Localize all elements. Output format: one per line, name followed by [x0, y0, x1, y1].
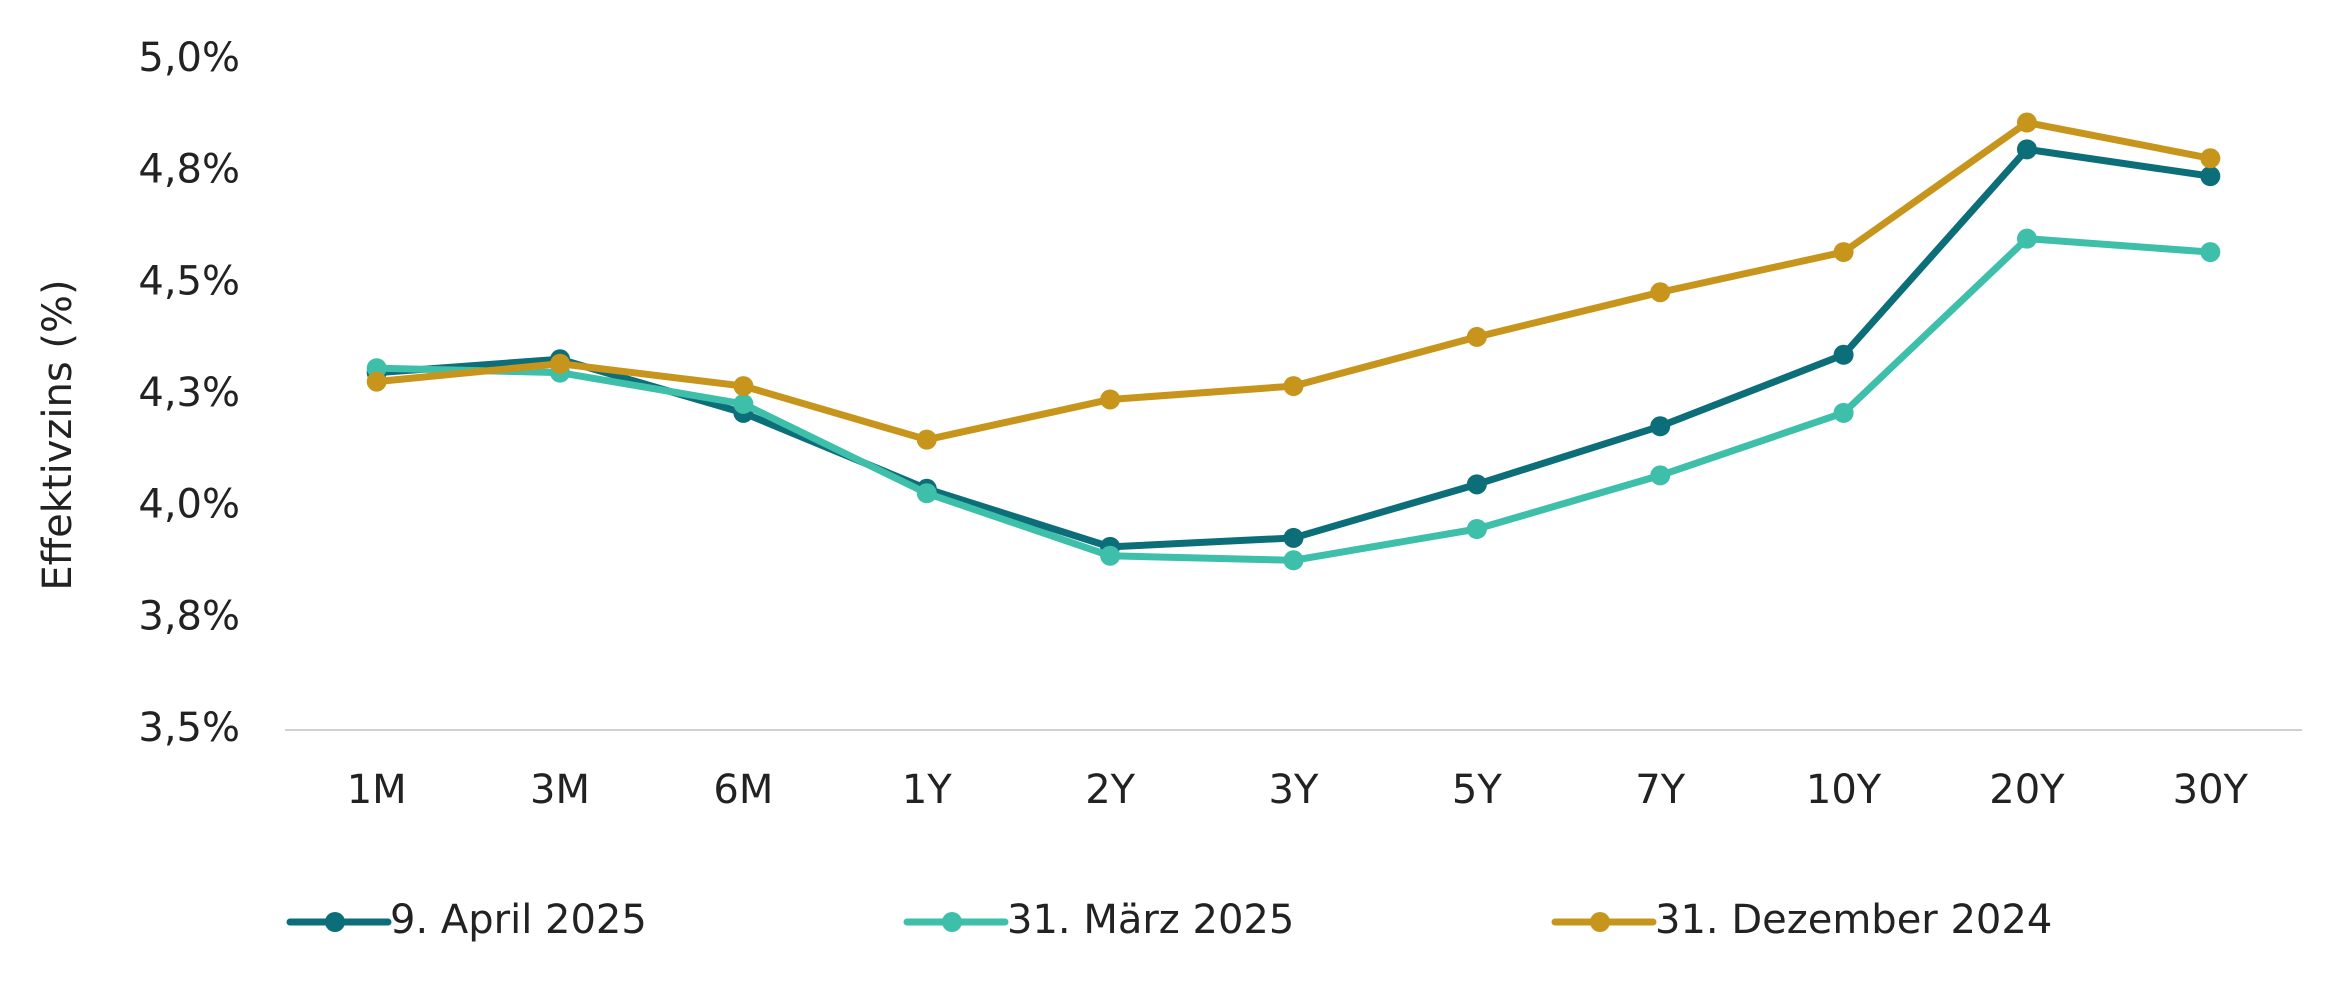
x-tick-label: 6M — [713, 767, 773, 813]
data-point — [916, 429, 937, 450]
legend-label: 9. April 2025 — [390, 897, 647, 943]
data-point — [1283, 550, 1304, 571]
data-point — [1100, 389, 1121, 410]
x-tick-label: 3Y — [1269, 767, 1319, 813]
data-point — [1650, 465, 1671, 486]
data-point — [1466, 519, 1487, 539]
x-tick-label: 5Y — [1452, 767, 1502, 813]
x-tick-label: 1M — [347, 767, 407, 813]
y-tick-label: 3,5% — [138, 705, 240, 751]
data-point — [2200, 242, 2221, 263]
series-line — [376, 235, 2211, 564]
data-point — [1650, 416, 1671, 437]
data-point — [2016, 228, 2037, 249]
y-tick-label: 4,3% — [138, 370, 240, 416]
data-point — [1650, 282, 1671, 303]
data-point — [1833, 344, 1854, 365]
y-tick-label: 4,5% — [138, 258, 240, 304]
data-point — [1100, 545, 1121, 566]
y-tick-label: 3,8% — [138, 593, 240, 639]
x-tick-label: 7Y — [1635, 767, 1685, 813]
x-tick-label: 3M — [530, 767, 590, 813]
data-point — [1833, 242, 1854, 263]
data-point — [1833, 402, 1854, 423]
legend-label: 31. Dezember 2024 — [1655, 897, 2052, 943]
x-tick-label: 10Y — [1806, 767, 1882, 813]
data-point — [550, 353, 571, 374]
y-tick-label: 4,8% — [138, 147, 240, 193]
y-axis-label: Effektivzins (%) — [35, 279, 81, 590]
data-point — [916, 483, 937, 504]
x-tick-label: 30Y — [2173, 767, 2249, 813]
data-point — [2016, 139, 2037, 160]
data-point — [1283, 527, 1304, 548]
y-tick-label: 5,0% — [138, 35, 240, 81]
x-tick-label: 1Y — [902, 767, 952, 813]
x-tick-label: 20Y — [1989, 767, 2065, 813]
data-point — [1283, 376, 1304, 397]
legend-label: 31. März 2025 — [1007, 897, 1294, 943]
legend-marker — [325, 912, 345, 932]
data-point — [1466, 474, 1487, 495]
y-tick-label: 4,0% — [138, 482, 240, 528]
data-point — [2200, 148, 2221, 169]
data-point — [2016, 112, 2037, 133]
legend-marker — [1590, 912, 1610, 932]
x-tick-label: 2Y — [1085, 767, 1135, 813]
data-point — [733, 393, 754, 414]
series-line — [376, 145, 2211, 551]
data-point — [366, 371, 387, 392]
data-point — [2200, 166, 2221, 187]
data-point — [733, 376, 754, 397]
legend-marker — [942, 912, 962, 932]
data-point — [1466, 326, 1487, 347]
